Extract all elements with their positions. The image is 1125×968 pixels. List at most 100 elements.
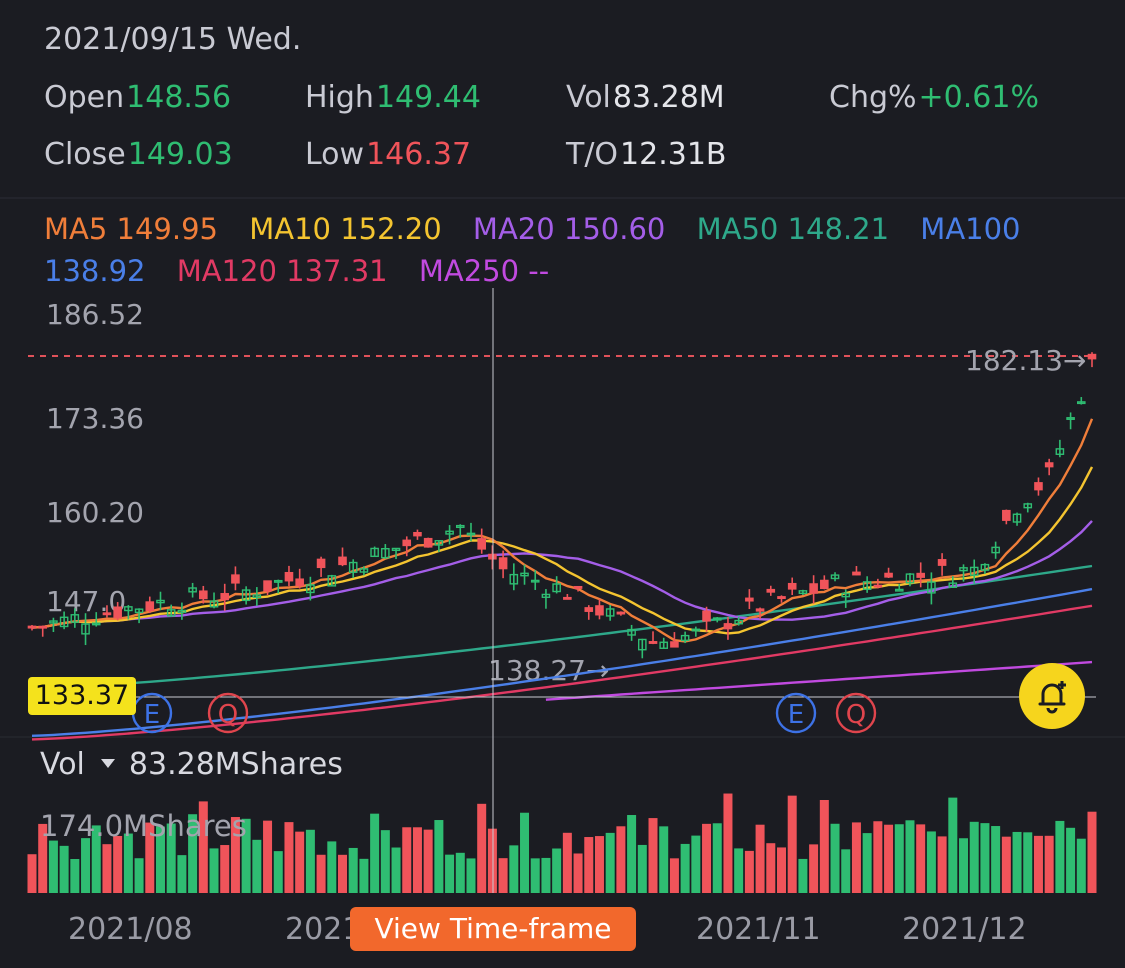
candle-body (273, 579, 283, 583)
y-tick-label: 160.20 (46, 496, 144, 529)
candle-body (530, 579, 540, 583)
candle-body (1055, 448, 1065, 455)
candle-body (1087, 353, 1097, 360)
caret-down-icon[interactable] (100, 759, 115, 768)
volume-bar (712, 823, 722, 893)
candle-body (381, 547, 390, 559)
candle-body (284, 571, 294, 582)
volume-bar (841, 849, 851, 893)
candle-body (712, 617, 722, 621)
ma20-line (31, 520, 1093, 629)
ma50-value: 148.21 (787, 212, 890, 246)
volume-bar (230, 817, 240, 893)
volume-bar (798, 858, 808, 893)
candle-body (348, 561, 358, 573)
ma50-line (31, 564, 1093, 690)
candle-body (787, 582, 797, 590)
ma20-legend: MA20 150.60 (473, 212, 665, 246)
volume-bar (487, 828, 497, 893)
candle-body (937, 559, 947, 566)
candle-body (616, 611, 626, 615)
volume-bar (295, 831, 305, 893)
volume-bar (466, 858, 476, 893)
volume-bar (263, 820, 273, 893)
ma120-line (31, 604, 1093, 741)
x-tick-sep: 2021 (285, 912, 362, 947)
earnings-marker-label: E (144, 700, 160, 730)
candle-body (927, 581, 936, 594)
candle-body (595, 605, 604, 616)
candle-body (873, 584, 883, 588)
candle-body (241, 589, 251, 602)
volume-bar (980, 823, 990, 893)
volume-bar (59, 845, 69, 893)
volume-bar (552, 848, 562, 893)
volume-bar (776, 847, 786, 893)
volume-bar (659, 826, 669, 893)
ma100-label: MA100 (920, 212, 1021, 246)
volume-bar (220, 845, 230, 893)
volume-bar (1033, 835, 1043, 893)
volume-bar (755, 824, 765, 893)
volume-bar (541, 857, 551, 893)
view-time-frame-button[interactable]: View Time-frame (350, 907, 636, 951)
volume-bar (1044, 835, 1054, 893)
candle-body (177, 609, 187, 614)
volume-bar (1076, 838, 1086, 893)
volume-bar (284, 822, 294, 893)
chg-value: +0.61% (918, 80, 1039, 115)
volume-bar (723, 793, 733, 893)
volume-bar (391, 847, 401, 893)
volume-bar (562, 832, 572, 893)
candle-body (498, 557, 508, 570)
volume-bar (605, 832, 615, 893)
volume-bar (477, 803, 487, 893)
volume-bar (145, 822, 155, 893)
candle-body (306, 584, 315, 594)
volume-bar (520, 812, 530, 893)
candle-body (295, 578, 304, 587)
candle-body (894, 588, 904, 592)
y-tick-label: 147.0 (46, 585, 126, 618)
candle-body (488, 553, 497, 560)
candle-body (477, 538, 486, 550)
volume-bar (445, 854, 455, 893)
volume-bar (884, 824, 894, 893)
close-value: 149.03 (127, 137, 233, 172)
vol-stat: Vol83.28M (566, 80, 725, 115)
vol-label: Vol (566, 80, 611, 115)
volume-bar (1001, 836, 1011, 893)
candle-body (734, 619, 743, 625)
x-tick-nov: 2021/11 (696, 912, 821, 947)
volume-bar (188, 814, 198, 893)
vol-selector[interactable]: Vol (40, 747, 129, 782)
candle-body (466, 532, 476, 536)
ma10-label: MA10 (249, 212, 331, 246)
ma20-label: MA20 (472, 212, 555, 246)
volume-bar (680, 843, 690, 893)
candle-body (391, 547, 401, 552)
candle-body (455, 524, 465, 529)
volume-bar (862, 833, 872, 893)
volume-bar (937, 836, 947, 893)
candle-body (670, 641, 679, 648)
volume-header: Vol 83.28MShares (40, 747, 343, 782)
volume-bar (916, 824, 926, 893)
ma10-legend: MA10 152.20 (249, 212, 441, 246)
open-stat: Open148.56 (44, 80, 231, 115)
volume-bar (702, 823, 712, 893)
chg-label: Chg% (829, 80, 917, 115)
vol-selector-label[interactable]: Vol (40, 747, 85, 782)
crosshair-price-label: 133.37 (28, 677, 136, 715)
candle-body (359, 568, 369, 573)
volume-bar (348, 847, 358, 893)
volume-bar (102, 844, 112, 893)
bell-plus-icon[interactable] (1019, 663, 1085, 729)
candle-body (680, 634, 690, 642)
volume-bar (455, 852, 465, 893)
x-tick-aug: 2021/08 (68, 912, 193, 947)
candle-body (541, 593, 551, 598)
volume-bar (1066, 827, 1076, 893)
volume-bar (338, 854, 348, 893)
